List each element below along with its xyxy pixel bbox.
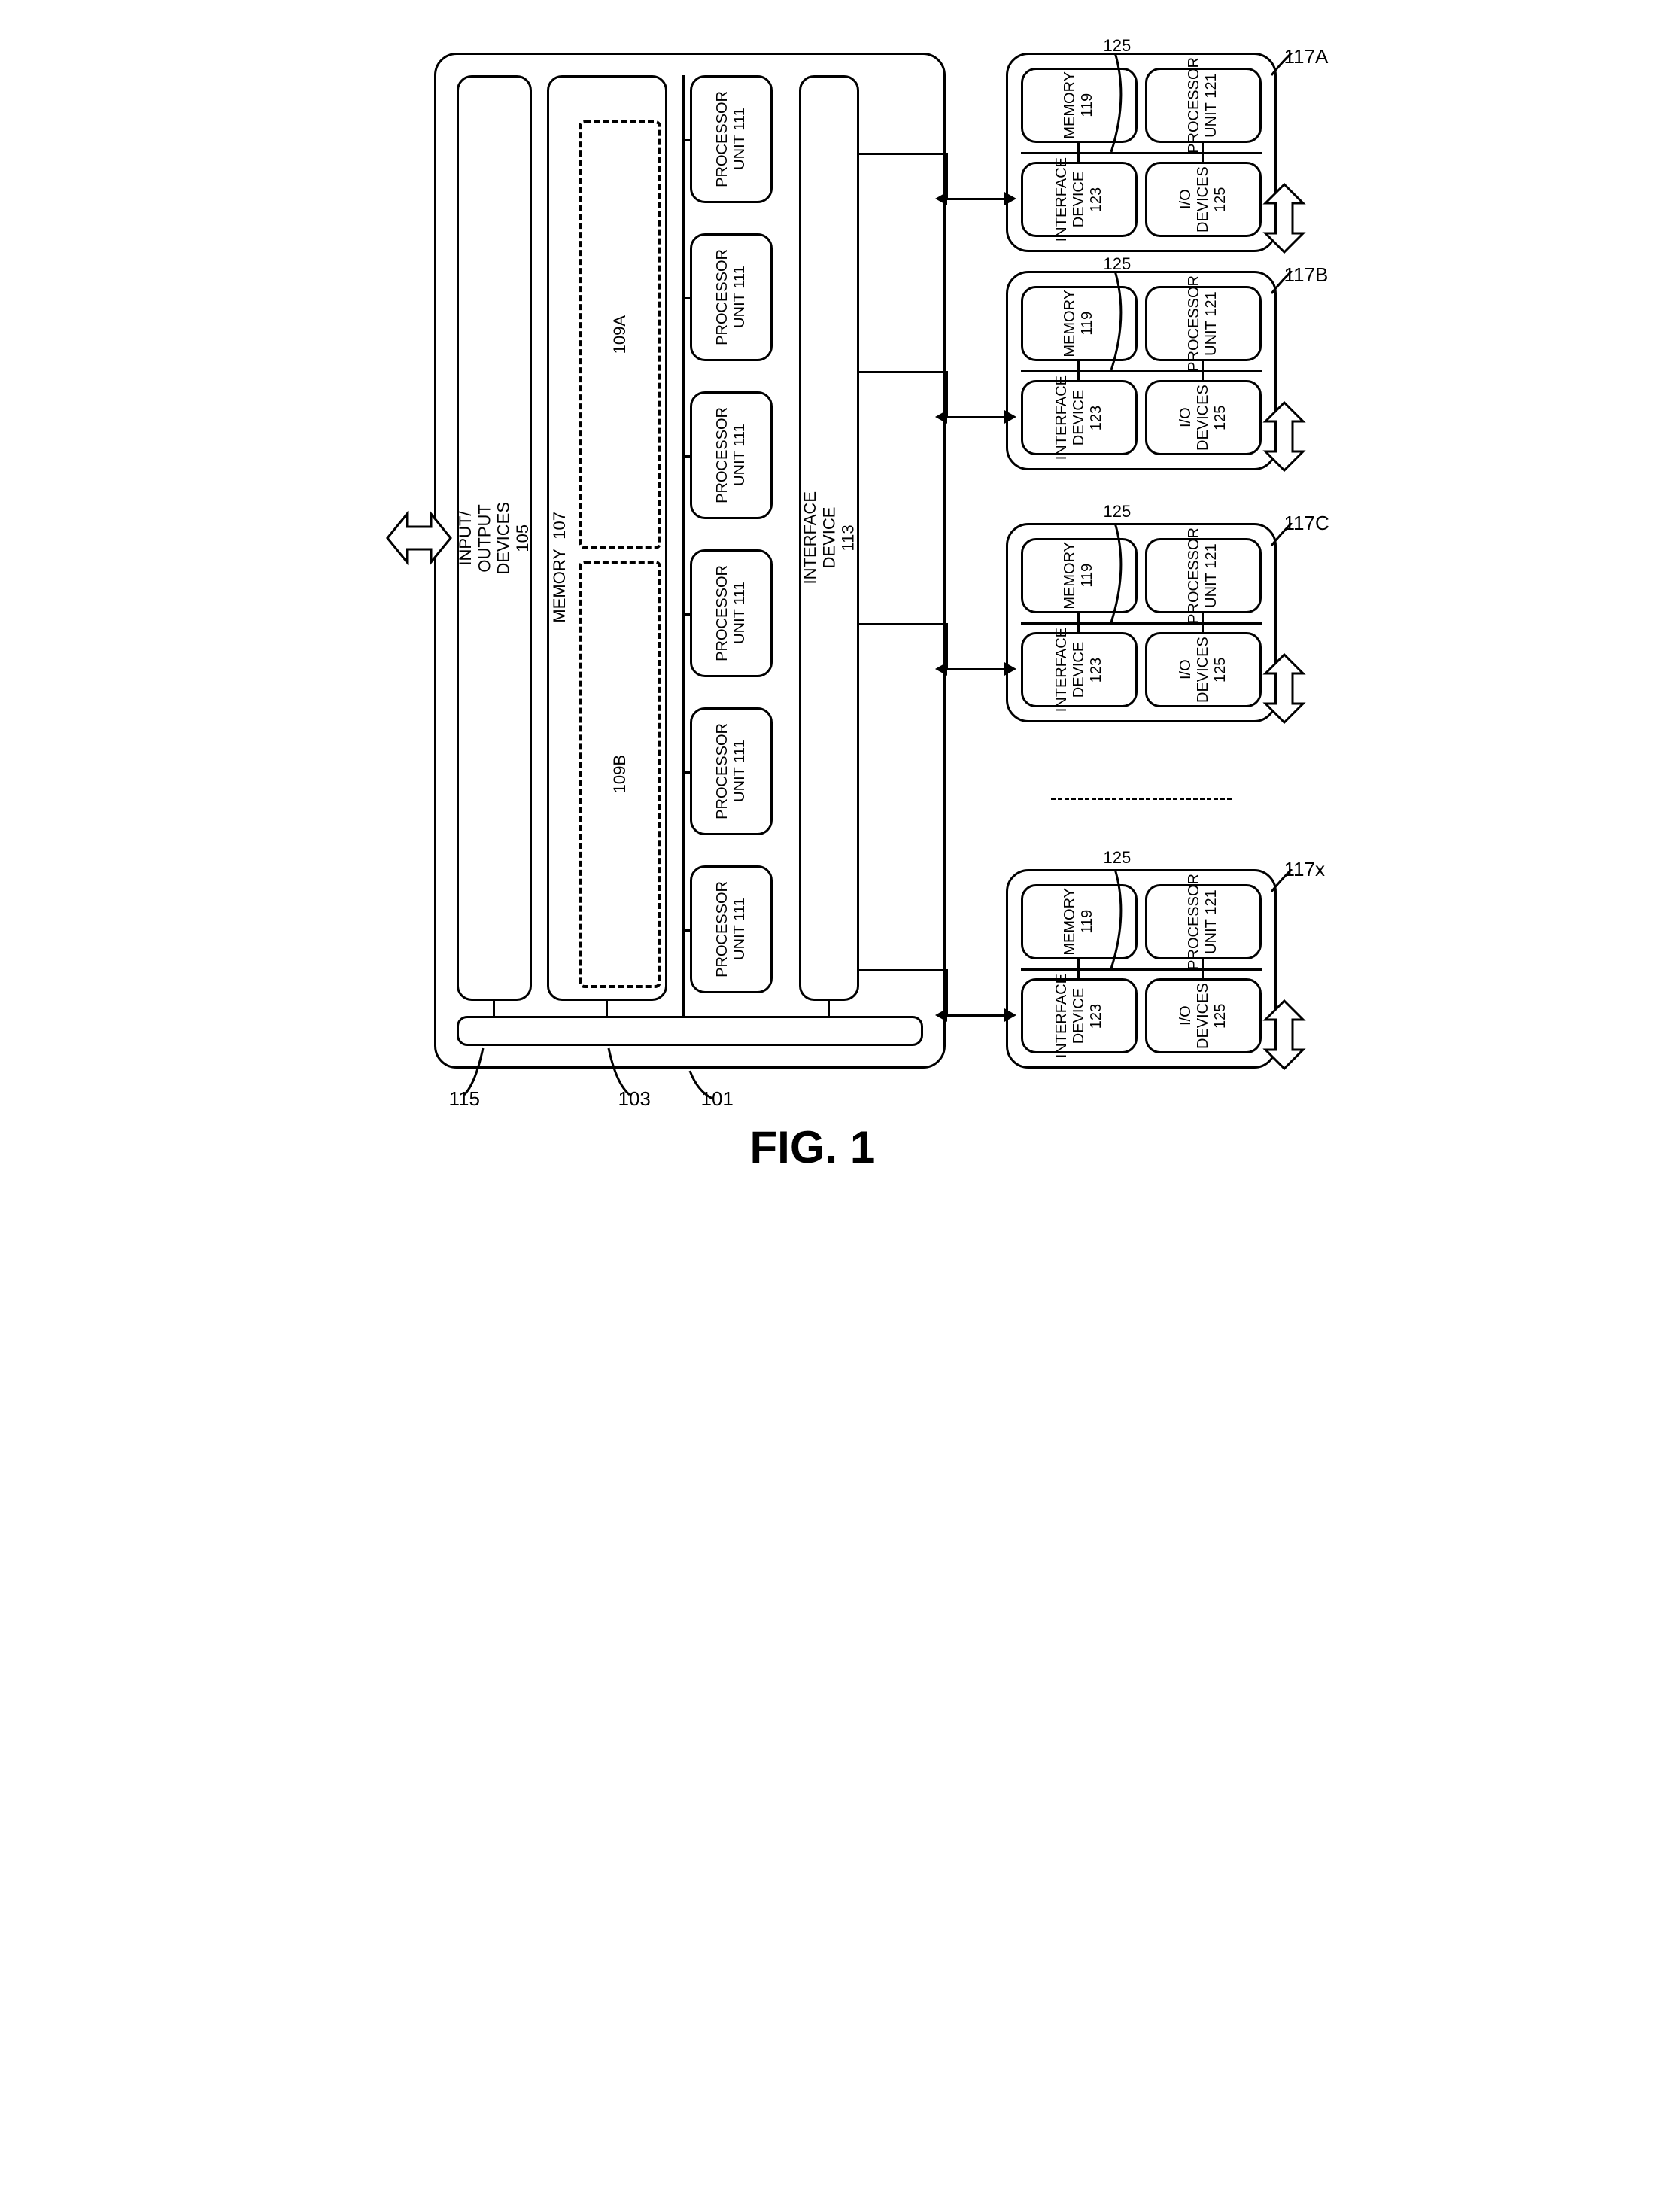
io-external-arrow-icon [381, 497, 457, 579]
diagram-canvas: INPUT/ OUTPUT DEVICES 105 MEMORY 107 109… [389, 30, 1292, 1204]
servant-interface-c: INTERFACEDEVICE 123 [1021, 632, 1138, 707]
io-devices-block: INPUT/ OUTPUT DEVICES 105 [457, 75, 532, 1001]
interface-device-main: INTERFACE DEVICE 113 [799, 75, 859, 1001]
processor-unit-5: PROCESSORUNIT 111 [690, 865, 773, 993]
io-line1: INPUT/ [456, 511, 475, 565]
servant-processor-x: PROCESSORUNIT 121 [1145, 884, 1262, 959]
io-ref: 105 [513, 524, 532, 552]
memory-part-b: 109B [579, 561, 661, 988]
servant-io-arrow-x [1258, 997, 1311, 1072]
figure-label: FIG. 1 [750, 1121, 876, 1173]
servant-processor-a: PROCESSORUNIT 121 [1145, 68, 1262, 143]
servant-interface-a: INTERFACEDEVICE 123 [1021, 162, 1138, 237]
internal-bus [457, 1016, 923, 1046]
servant-processor-b: PROCESSORUNIT 121 [1145, 286, 1262, 361]
io-line3: DEVICES [494, 502, 513, 575]
processor-unit-2: PROCESSORUNIT 111 [690, 391, 773, 519]
servant-bus-ref-x: 125 [1104, 848, 1132, 868]
io-line2: OUTPUT [475, 504, 494, 572]
servant-io-arrow-c [1258, 651, 1311, 726]
servant-io-arrow-a [1258, 181, 1311, 256]
servant-interface-x: INTERFACEDEVICE 123 [1021, 978, 1138, 1053]
memory-label: MEMORY 107 [550, 512, 570, 623]
processor-unit-1: PROCESSORUNIT 111 [690, 233, 773, 361]
servant-io-c: I/O DEVICES125 [1145, 632, 1262, 707]
servant-io-arrow-b [1258, 399, 1311, 474]
mem-b-ref: 109B [610, 755, 629, 793]
servant-interface-b: INTERFACEDEVICE 123 [1021, 380, 1138, 455]
mem-a-ref: 109A [610, 315, 629, 354]
processor-unit-3: PROCESSORUNIT 111 [690, 549, 773, 677]
servant-io-x: I/O DEVICES125 [1145, 978, 1262, 1053]
servant-bus-ref-c: 125 [1104, 502, 1132, 521]
servant-io-a: I/O DEVICES125 [1145, 162, 1262, 237]
processor-unit-0: PROCESSORUNIT 111 [690, 75, 773, 203]
servant-io-b: I/O DEVICES125 [1145, 380, 1262, 455]
memory-part-a: 109A [579, 120, 661, 549]
servant-processor-c: PROCESSORUNIT 121 [1145, 538, 1262, 613]
processor-unit-4: PROCESSORUNIT 111 [690, 707, 773, 835]
ellipsis-icon [1051, 798, 1232, 800]
